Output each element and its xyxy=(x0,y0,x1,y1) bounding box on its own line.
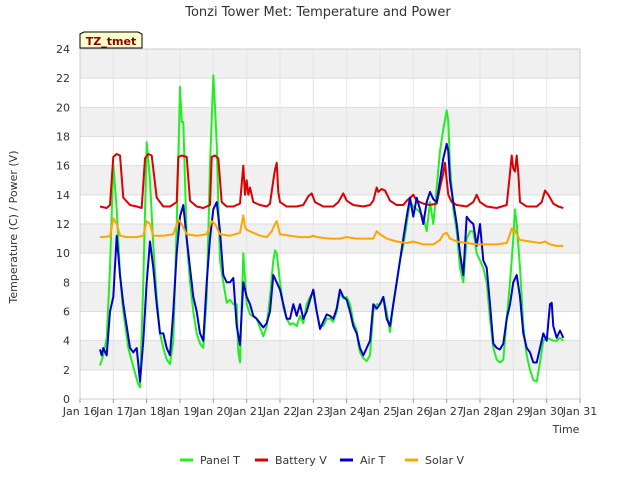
tag-badge-label: TZ_tmet xyxy=(86,35,136,48)
x-tick-label: Jan 27 xyxy=(428,405,463,418)
series-lines xyxy=(99,74,565,389)
x-tick-label: Jan 31 xyxy=(562,405,597,418)
x-tick-label: Jan 16 xyxy=(62,405,97,418)
x-tick-label: Jan 29 xyxy=(495,405,530,418)
plot-band xyxy=(80,282,580,312)
y-tick-label: 6 xyxy=(63,306,70,319)
chart-title: Tonzi Tower Met: Temperature and Power xyxy=(184,5,451,20)
tag-badge: TZ_tmet xyxy=(79,31,143,49)
x-tick-label: Jan 26 xyxy=(395,405,430,418)
tag-badge-shape xyxy=(79,31,143,49)
x-tick-label: Jan 22 xyxy=(262,405,297,418)
y-tick-label: 10 xyxy=(56,247,70,260)
plot-background-bands xyxy=(80,49,580,399)
series-line-panel-t xyxy=(99,74,564,389)
y-tick-label: 18 xyxy=(56,131,70,144)
x-tick-label: Jan 17 xyxy=(95,405,130,418)
plot-band xyxy=(80,253,580,283)
legend-label: Air T xyxy=(360,454,386,467)
plot-band xyxy=(80,165,580,195)
legend-label: Battery V xyxy=(275,454,327,467)
y-tick-label: 20 xyxy=(56,101,70,114)
y-tick-label: 14 xyxy=(56,189,70,202)
plot-band xyxy=(80,194,580,224)
legend-item-solar-v: Solar V xyxy=(405,454,465,467)
legend-label: Panel T xyxy=(200,454,240,467)
plot-band xyxy=(80,369,580,399)
series-line-air-t xyxy=(99,142,565,383)
plot-area-frame xyxy=(79,48,581,400)
x-tick-label: Jan 30 xyxy=(528,405,563,418)
y-tick-label: 22 xyxy=(56,72,70,85)
x-tick-label: Jan 19 xyxy=(162,405,197,418)
series-line-solar-v xyxy=(99,214,564,247)
x-tick-label: Jan 25 xyxy=(362,405,397,418)
x-tick-label: Jan 20 xyxy=(195,405,230,418)
y-tick-label: 8 xyxy=(63,276,70,289)
y-axis-label: Temperature (C) / Power (V) xyxy=(7,150,20,304)
legend-item-panel-t: Panel T xyxy=(180,454,240,467)
y-tick-label: 12 xyxy=(56,218,70,231)
x-tick-label: Jan 18 xyxy=(128,405,163,418)
x-axis-label: Time xyxy=(552,423,580,436)
grid-lines xyxy=(79,48,581,400)
legend-item-battery-v: Battery V xyxy=(255,454,327,467)
x-tick-label: Jan 21 xyxy=(228,405,263,418)
series-line-battery-v xyxy=(99,153,564,209)
y-tick-label: 16 xyxy=(56,160,70,173)
plot-band xyxy=(80,107,580,137)
plot-band xyxy=(80,136,580,166)
plot-band xyxy=(80,49,580,79)
y-tick-label: 4 xyxy=(63,335,70,348)
y-tick-label: 24 xyxy=(56,43,70,56)
y-tick-label: 2 xyxy=(63,364,70,377)
x-tick-label: Jan 28 xyxy=(462,405,497,418)
legend-item-air-t: Air T xyxy=(340,454,386,467)
y-tick-label: 0 xyxy=(63,393,70,406)
legend-label: Solar V xyxy=(425,454,465,467)
plot-band xyxy=(80,78,580,108)
x-tick-label: Jan 23 xyxy=(295,405,330,418)
x-tick-label: Jan 24 xyxy=(328,405,363,418)
legend: Panel T Battery V Air T Solar V xyxy=(180,454,465,467)
